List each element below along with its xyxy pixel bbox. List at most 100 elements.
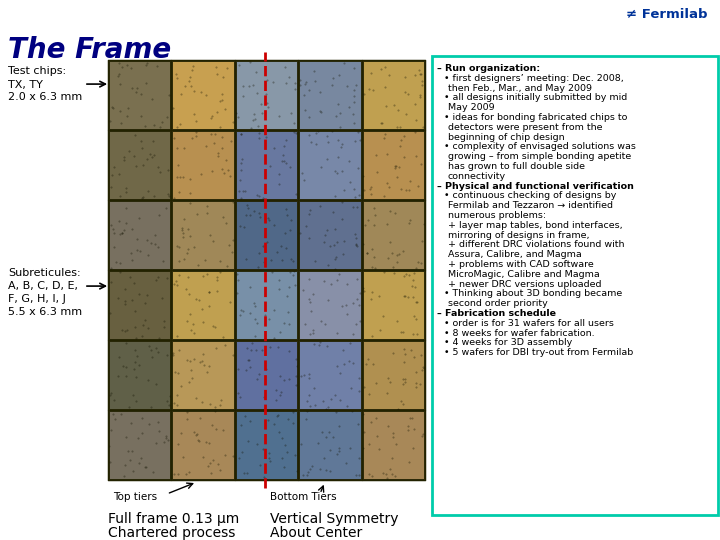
Text: • order is for 31 wafers for all users: • order is for 31 wafers for all users — [444, 319, 614, 328]
Point — [246, 124, 257, 132]
Point — [237, 187, 248, 195]
Point — [177, 228, 189, 237]
Point — [351, 320, 362, 328]
Point — [302, 407, 313, 416]
Text: second order priority: second order priority — [448, 299, 548, 308]
Point — [348, 64, 359, 73]
Point — [259, 311, 271, 320]
Point — [333, 444, 344, 453]
Point — [361, 248, 372, 257]
Point — [311, 140, 323, 149]
Point — [400, 88, 411, 97]
Point — [174, 173, 186, 181]
Point — [402, 421, 413, 430]
Point — [186, 366, 197, 375]
Point — [310, 401, 321, 409]
Point — [189, 86, 200, 95]
Point — [351, 274, 363, 283]
Point — [392, 404, 403, 413]
Point — [377, 118, 388, 127]
Point — [191, 393, 202, 402]
Point — [168, 194, 179, 202]
Point — [338, 59, 349, 68]
Point — [120, 184, 132, 192]
Point — [238, 222, 250, 231]
Point — [234, 310, 246, 319]
Point — [200, 142, 212, 151]
Point — [104, 442, 115, 450]
Point — [167, 350, 179, 359]
Point — [172, 160, 184, 169]
Point — [402, 426, 413, 435]
Bar — [236, 271, 297, 339]
Point — [325, 280, 336, 288]
Point — [114, 216, 125, 225]
Point — [217, 333, 228, 341]
Point — [261, 75, 273, 84]
Point — [262, 214, 274, 223]
Point — [303, 113, 315, 122]
Point — [408, 443, 419, 452]
Text: • continuous checking of designs by: • continuous checking of designs by — [444, 192, 616, 200]
Point — [133, 360, 145, 369]
Text: • 8 weeks for wafer fabrication.: • 8 weeks for wafer fabrication. — [444, 329, 595, 338]
Point — [220, 105, 231, 114]
Point — [377, 469, 388, 477]
Point — [382, 421, 394, 430]
Point — [246, 346, 257, 354]
Point — [381, 389, 392, 397]
Point — [296, 372, 307, 380]
Point — [142, 323, 153, 332]
Point — [181, 248, 193, 257]
Bar — [4, 1, 590, 26]
Point — [203, 301, 215, 310]
Point — [120, 299, 131, 308]
Point — [333, 71, 344, 79]
Point — [403, 457, 415, 466]
Point — [391, 161, 402, 170]
Point — [235, 306, 246, 315]
Point — [153, 334, 165, 342]
Point — [323, 403, 334, 411]
Text: Fermilab and Tezzaron → identified: Fermilab and Tezzaron → identified — [448, 201, 613, 210]
Point — [130, 397, 141, 406]
Point — [186, 374, 198, 382]
Point — [107, 224, 119, 233]
Point — [141, 235, 153, 244]
Point — [162, 436, 174, 445]
Point — [312, 127, 324, 136]
Point — [172, 369, 184, 377]
Point — [340, 301, 351, 309]
Point — [302, 468, 314, 476]
Point — [176, 223, 187, 232]
Point — [397, 327, 409, 336]
Point — [145, 239, 157, 248]
Point — [161, 350, 173, 359]
Point — [136, 414, 148, 422]
Point — [387, 428, 398, 437]
Point — [299, 80, 310, 89]
Point — [263, 454, 274, 463]
Point — [354, 191, 365, 200]
Point — [233, 364, 244, 373]
Point — [184, 76, 195, 85]
Point — [399, 375, 410, 384]
Point — [290, 355, 302, 363]
Bar — [108, 60, 425, 480]
Point — [330, 276, 342, 285]
Point — [297, 470, 309, 479]
Point — [187, 62, 199, 70]
Point — [353, 301, 364, 309]
Point — [164, 392, 176, 401]
Point — [320, 432, 331, 441]
Bar — [363, 131, 424, 199]
Point — [194, 414, 206, 422]
Point — [156, 294, 168, 302]
Point — [389, 100, 400, 109]
Point — [391, 122, 402, 131]
Point — [351, 294, 363, 303]
Point — [369, 211, 381, 219]
Point — [373, 292, 384, 300]
Point — [113, 352, 125, 361]
Point — [152, 347, 163, 356]
